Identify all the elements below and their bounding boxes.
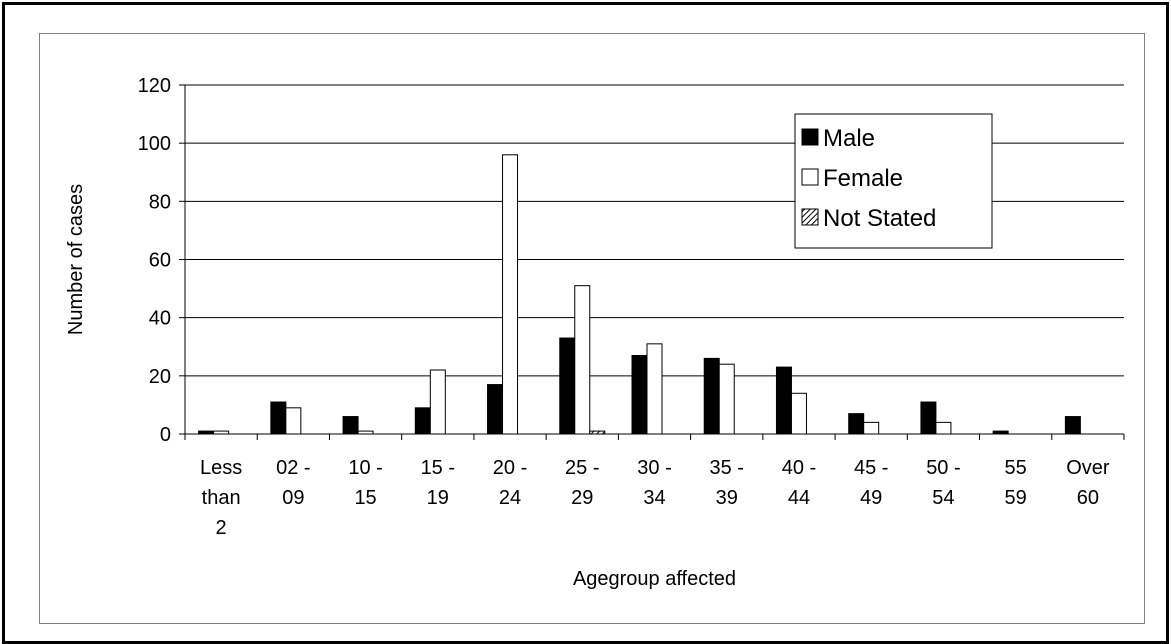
x-tick-label: 59	[1005, 487, 1027, 509]
axes	[179, 84, 1125, 440]
x-tick-label: 29	[571, 487, 593, 509]
x-tick-label: 10 -	[348, 457, 382, 479]
x-tick-label: 60	[1077, 487, 1099, 509]
bar-male	[414, 407, 431, 435]
bar-male	[270, 401, 287, 435]
y-tick-label: 0	[160, 424, 171, 446]
x-tick-label: 15 -	[421, 457, 455, 479]
x-tick-label: 24	[499, 487, 521, 509]
x-tick-label: 19	[427, 487, 449, 509]
x-tick-label: 49	[860, 487, 882, 509]
legend: Male Female Not Stated	[794, 113, 993, 249]
chart-area: 0 20 40 60 80 100 120 Less than 2 02 - 09 10 - 15 15 -…	[39, 33, 1145, 624]
x-tick-label: 50 -	[926, 457, 960, 479]
legend-label: Not Stated	[823, 205, 936, 232]
bar-male	[848, 413, 865, 435]
x-tick-label: 30 -	[637, 457, 671, 479]
bar-female	[574, 285, 591, 435]
x-tick-label: 35 -	[709, 457, 743, 479]
bar-female	[790, 392, 807, 435]
x-tick-label: 15	[354, 487, 376, 509]
legend-label: Male	[823, 125, 875, 152]
bar-male	[342, 416, 359, 435]
x-tick-label: 09	[282, 487, 304, 509]
x-tick-label: 39	[716, 487, 738, 509]
y-tick-label: 80	[149, 191, 171, 213]
x-tick-label: 40 -	[782, 457, 816, 479]
legend-label: Female	[823, 165, 903, 192]
x-tick-label: Over	[1066, 457, 1110, 479]
legend-swatch-male	[801, 128, 819, 146]
y-tick-label: 20	[149, 366, 171, 388]
x-tick-label: 2	[216, 517, 227, 539]
x-tick-label: 25 -	[565, 457, 599, 479]
bar-female	[429, 369, 446, 435]
x-tick-label: 54	[932, 487, 954, 509]
bar-male	[487, 384, 504, 435]
y-tick-label: 120	[138, 75, 171, 97]
bar-female	[718, 363, 735, 435]
tick-labels: 0 20 40 60 80 100 120 Less than 2 02 - 09 10 - 15 15 -…	[138, 75, 1110, 539]
bar-female	[935, 421, 952, 435]
bar-male	[631, 354, 648, 435]
bar-male	[559, 337, 576, 435]
x-tick-label: 44	[788, 487, 810, 509]
x-axis-title: Agegroup affected	[573, 568, 736, 590]
x-tick-label: 20 -	[493, 457, 527, 479]
x-tick-label: Less	[200, 457, 242, 479]
legend-box	[794, 113, 993, 249]
bar-female	[285, 407, 302, 435]
x-tick-label: 45 -	[854, 457, 888, 479]
bar-male	[703, 357, 720, 435]
y-axis-title: Number of cases	[65, 184, 87, 335]
x-tick-label: than	[202, 487, 241, 509]
bar-chart: 0 20 40 60 80 100 120 Less than 2 02 - 09 10 - 15 15 -…	[65, 75, 1125, 590]
bar-female	[863, 421, 880, 435]
x-tick-label: 55	[1005, 457, 1027, 479]
gridlines	[185, 84, 1124, 377]
y-tick-label: 40	[149, 308, 171, 330]
bar-male	[1064, 416, 1081, 435]
bars	[198, 154, 1081, 435]
y-tick-label: 60	[149, 250, 171, 272]
y-tick-label: 100	[138, 133, 171, 155]
bar-male	[775, 366, 792, 435]
bar-female	[646, 343, 663, 435]
x-tick-label: 34	[643, 487, 665, 509]
x-tick-label: 02 -	[276, 457, 310, 479]
legend-swatch-not-stated	[801, 208, 819, 226]
bar-female	[502, 154, 519, 435]
bar-male	[920, 401, 937, 435]
legend-swatch-female	[801, 168, 819, 186]
